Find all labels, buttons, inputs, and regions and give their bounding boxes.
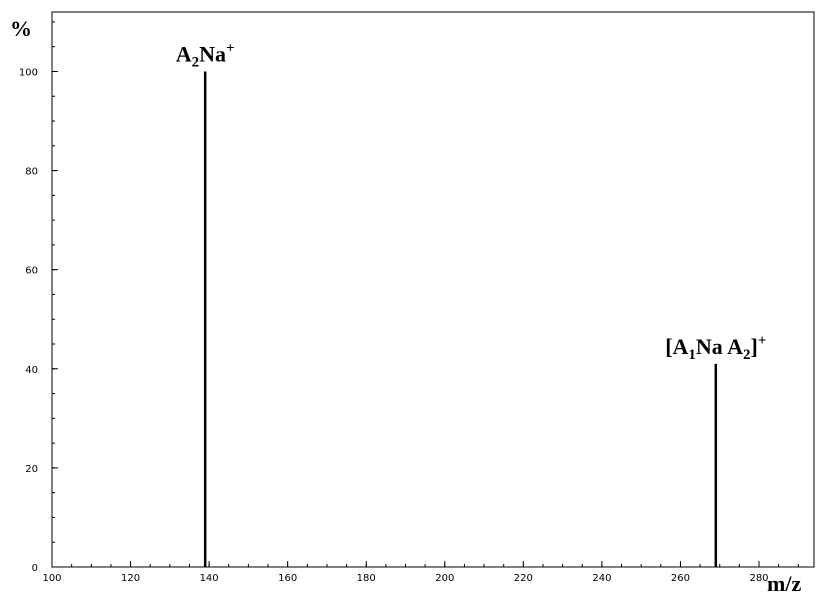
x-tick-label: 220 — [514, 573, 533, 584]
y-tick-label: 80 — [25, 167, 38, 178]
peak-label-part: 2 — [192, 54, 200, 70]
x-tick-label: 100 — [42, 573, 61, 584]
peak-label-part: [A — [665, 334, 688, 359]
x-tick-label: 260 — [671, 573, 690, 584]
major-ticks — [51, 70, 760, 568]
peak-label-part: ] — [750, 334, 757, 359]
peak-label-part: Na A — [696, 334, 743, 359]
plot-frame — [51, 11, 815, 568]
x-tick-label: 240 — [592, 573, 611, 584]
x-axis-title: m/z — [767, 571, 801, 596]
y-tick-label: 60 — [25, 266, 38, 277]
y-tick-label: 20 — [25, 464, 38, 475]
y-tick-label: 100 — [19, 67, 38, 78]
x-tick-label: 180 — [357, 573, 376, 584]
minor-ticks — [51, 21, 799, 568]
peak-label: [A1Na A2]+ — [665, 333, 766, 363]
peak-label-part: Na — [199, 41, 226, 66]
peak-label-part: + — [226, 40, 235, 56]
tick-labels: 100 120 140 160 180 200 220 240 260 280 0 20 40 60 80 1… — [19, 67, 769, 584]
y-tick-label: 40 — [25, 365, 38, 376]
peak-labels: A2Na+[A1Na A2]+ — [176, 40, 767, 362]
x-tick-label: 280 — [749, 573, 768, 584]
peak-label-part: 1 — [688, 347, 696, 363]
peak-label-part: 2 — [743, 347, 751, 363]
x-tick-label: 140 — [200, 573, 219, 584]
y-axis-title: % — [10, 16, 32, 41]
peak-label: A2Na+ — [176, 40, 235, 70]
peaks — [203, 71, 718, 567]
x-tick-label: 200 — [435, 573, 454, 584]
y-tick-label: 0 — [32, 563, 38, 574]
x-tick-label: 160 — [278, 573, 297, 584]
peak-label-part: + — [758, 333, 767, 349]
x-tick-label: 120 — [121, 573, 140, 584]
peak-label-part: A — [176, 41, 192, 66]
